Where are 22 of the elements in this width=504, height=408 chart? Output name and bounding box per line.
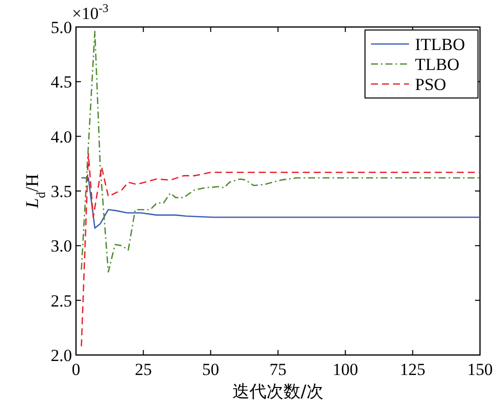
y-tick-label: 5.0 xyxy=(50,18,72,37)
x-tick-label: 100 xyxy=(332,360,358,379)
line-series xyxy=(80,153,481,347)
x-tick-label: 0 xyxy=(72,360,80,379)
x-tick-label: 125 xyxy=(400,360,426,379)
line-series xyxy=(80,177,481,229)
y-tick-label: 4.0 xyxy=(50,127,72,146)
x-tick-label: 25 xyxy=(134,360,152,379)
text: ×10$^{-3}$ xyxy=(72,1,109,23)
y-tick-label: 2.5 xyxy=(50,291,72,310)
x-tick-label: 50 xyxy=(202,360,220,379)
line-series xyxy=(80,30,481,273)
y-tick-label: 4.5 xyxy=(50,72,72,92)
y-tick-label: 3.5 xyxy=(50,182,72,201)
legend-label: ITLBO xyxy=(415,35,466,54)
y-tick-label: 3.0 xyxy=(50,236,72,256)
x-axis-title: 迭代次数/次 xyxy=(232,382,324,402)
y-tick-label: 2.0 xyxy=(50,346,72,365)
legend-label: PSO xyxy=(415,75,446,94)
x-tick-label: 75 xyxy=(270,360,286,379)
legend-label: TLBO xyxy=(415,55,460,74)
x-tick-label: 150 xyxy=(467,360,493,379)
